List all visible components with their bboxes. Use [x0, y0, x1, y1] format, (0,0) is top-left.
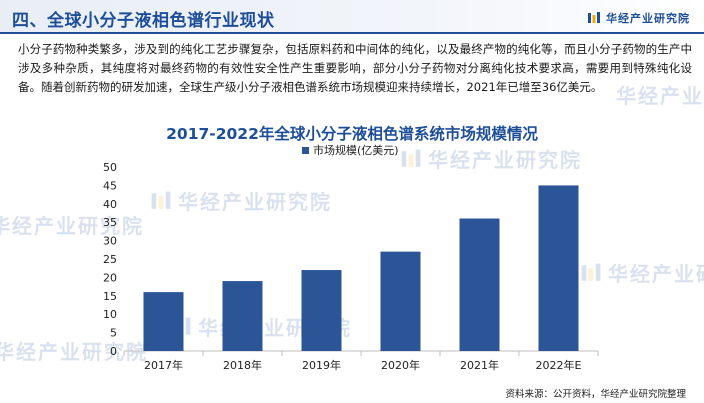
y-tick-label: 40: [103, 198, 117, 211]
chart-title: 2017-2022年全球小分子液相色谱系统市场规模情况: [166, 125, 538, 143]
brand-logo-icon: [588, 12, 600, 23]
x-tick-label: 2021年: [460, 358, 499, 372]
y-tick-label: 45: [103, 179, 117, 192]
bar: [459, 218, 500, 351]
source-note: 资料来源：公开资料，华经产业研究院整理: [505, 389, 686, 400]
y-tick-label: 25: [103, 253, 117, 266]
y-tick-label: 50: [103, 161, 117, 174]
x-tick-label: 2017年: [144, 358, 183, 372]
legend-swatch: [302, 147, 309, 154]
bar: [222, 281, 263, 351]
bar: [143, 292, 184, 351]
intro-paragraph: 小分子药物种类繁多，涉及到的纯化工艺步骤复杂，包括原料药和中间体的纯化，以及最终…: [18, 42, 692, 94]
brand-name: 华经产业研究院: [606, 12, 690, 25]
x-tick-label: 2018年: [223, 358, 262, 372]
header-bar: 四、全球小分子液相色谱行业现状 华经产业研究院: [0, 0, 704, 34]
y-tick-label: 0: [110, 345, 117, 358]
section-title: 四、全球小分子液相色谱行业现状: [12, 11, 275, 31]
x-tick-label: 2019年: [302, 358, 341, 372]
bar: [538, 185, 579, 351]
y-tick-label: 5: [110, 327, 117, 340]
x-tick-label: 2022年E: [536, 358, 582, 372]
x-tick-label: 2020年: [381, 358, 420, 372]
brand: 华经产业研究院: [587, 9, 690, 27]
y-tick-label: 35: [103, 216, 117, 229]
legend-label: 市场规模(亿美元): [313, 143, 399, 157]
bar: [301, 270, 342, 351]
y-tick-label: 30: [103, 235, 117, 248]
y-tick-label: 10: [103, 308, 117, 321]
y-tick-label: 20: [103, 271, 117, 284]
y-tick-label: 15: [103, 290, 117, 303]
bar: [380, 251, 421, 351]
